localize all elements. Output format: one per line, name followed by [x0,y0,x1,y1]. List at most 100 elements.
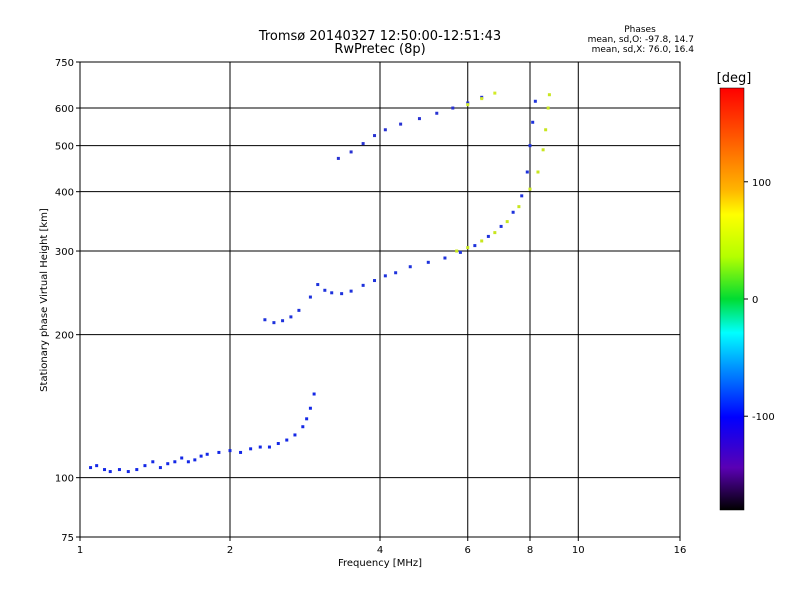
data-point [95,464,99,468]
data-point [505,220,509,224]
data-point [455,249,459,253]
x-tick-label: 1 [77,545,83,556]
data-point [547,93,551,97]
data-point [466,101,470,105]
data-point [285,438,289,442]
data-point [143,464,147,468]
data-point [349,150,353,154]
data-point [486,234,490,238]
colorbar-tick-label: 100 [752,178,771,189]
data-point [173,460,177,464]
chart-title: Tromsø 20140327 12:50:00-12:51:43 [258,29,501,44]
y-axis-ticks: 75 100 200 300 400 500 600 750 [55,58,80,544]
y-tick-label: 300 [55,247,74,258]
colorbar-ticks: 100 0 -100 [744,178,775,423]
data-point [272,321,276,325]
data-point [267,445,271,449]
y-tick-label: 600 [55,104,74,115]
data-point [511,210,515,214]
x-tick-label: 4 [377,545,383,556]
data-point [312,392,316,396]
data-point [533,99,537,103]
colorbar-tick-label: 0 [752,295,758,306]
data-point [239,450,243,454]
data-point [180,456,184,460]
data-point [520,194,524,198]
x-axis-label: Frequency [MHz] [338,558,422,569]
data-point [466,246,470,250]
stats-heading: Phases [624,25,656,35]
y-tick-label: 75 [61,533,74,544]
data-point [158,466,162,470]
data-point [451,106,455,110]
data-point [408,265,412,269]
data-point [108,470,112,474]
data-point [166,462,170,466]
x-tick-label: 8 [527,545,533,556]
data-point [305,417,309,421]
data-point [531,120,535,124]
data-point [383,128,387,132]
data-point [417,117,421,121]
y-tick-label: 750 [55,58,74,69]
data-point [517,205,521,209]
data-point [135,468,139,472]
data-point [373,279,377,283]
colorbar-label: [deg] [717,71,752,86]
data-point [349,289,353,293]
data-point [308,295,312,299]
chart-subtitle: RwPretec (8p) [334,42,425,57]
data-point [228,449,232,453]
data-point [544,128,548,132]
data-point [103,468,107,472]
grid-lines [80,62,680,537]
data-point [193,458,197,462]
data-point [361,283,365,287]
data-point [546,106,550,110]
data-points [89,91,551,474]
data-point [199,454,203,458]
y-tick-label: 100 [55,474,74,485]
data-point [323,288,327,292]
x-tick-label: 2 [227,545,233,556]
data-point [466,103,470,107]
data-point [493,231,497,235]
colorbar [719,87,745,511]
data-point [330,291,334,295]
data-point [383,274,387,278]
data-point [361,142,365,146]
data-point [308,406,312,410]
data-point [205,452,209,456]
data-point [399,122,403,126]
data-point [258,445,262,449]
data-point [373,134,377,138]
x-tick-label: 6 [465,545,471,556]
data-point [443,256,447,260]
data-point [541,148,545,152]
data-point [536,170,540,174]
data-point [289,315,293,319]
data-point [117,468,121,472]
data-point [528,144,532,148]
data-point [126,470,130,474]
data-point [435,111,439,115]
data-point [151,460,155,464]
data-point [340,292,344,296]
x-tick-label: 16 [674,545,687,556]
data-point [297,308,301,312]
stats-o-line: mean, sd,O: -97.8, 14.7 [588,35,694,45]
data-point [281,319,285,323]
data-point [316,283,320,287]
y-tick-label: 200 [55,331,74,342]
data-point [336,156,340,160]
data-point [480,239,484,243]
y-tick-label: 500 [55,142,74,153]
data-point [249,447,253,451]
data-point [480,97,484,101]
data-point [301,425,305,429]
stats-x-line: mean, sd,X: 76.0, 16.4 [592,45,695,55]
data-point [528,187,532,191]
data-point [426,260,430,264]
data-point [217,450,221,454]
